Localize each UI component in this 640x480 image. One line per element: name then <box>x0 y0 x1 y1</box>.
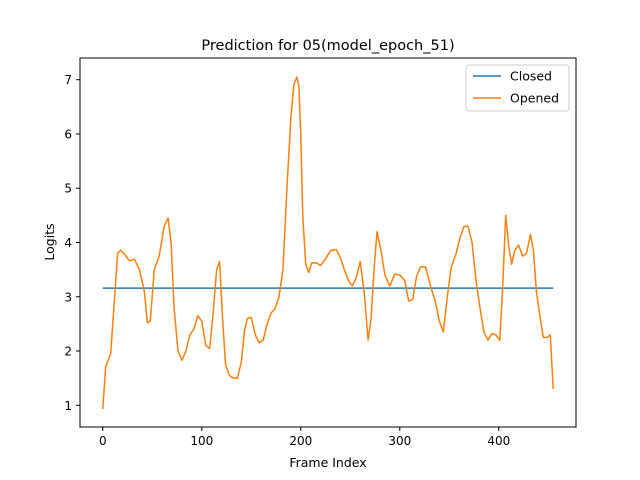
y-axis-ticks: 1 2 3 4 5 6 7 <box>64 73 80 413</box>
y-tick-label: 2 <box>64 345 72 359</box>
x-tick-label: 400 <box>487 434 510 448</box>
y-tick-label: 4 <box>64 236 72 250</box>
x-tick-label: 100 <box>190 434 213 448</box>
y-tick-label: 5 <box>64 182 72 196</box>
x-tick-label: 0 <box>99 434 107 448</box>
y-tick-label: 6 <box>64 127 72 141</box>
y-tick-label: 7 <box>64 73 72 87</box>
x-tick-label: 200 <box>289 434 312 448</box>
x-axis-ticks: 0 100 200 300 400 <box>99 427 510 448</box>
y-tick-label: 1 <box>64 399 72 413</box>
x-axis-label: Frame Index <box>289 455 366 470</box>
legend-label-closed: Closed <box>510 69 552 84</box>
legend-label-opened: Opened <box>510 91 559 106</box>
series-line-opened <box>102 76 554 410</box>
plot-area <box>102 76 554 410</box>
y-tick-label: 3 <box>64 290 72 304</box>
x-tick-label: 300 <box>388 434 411 448</box>
axes-frame <box>79 57 577 428</box>
y-axis-label: Logits <box>42 223 57 260</box>
legend: Closed Opened <box>465 64 570 112</box>
chart-title: Prediction for 05(model_epoch_51) <box>201 38 454 54</box>
